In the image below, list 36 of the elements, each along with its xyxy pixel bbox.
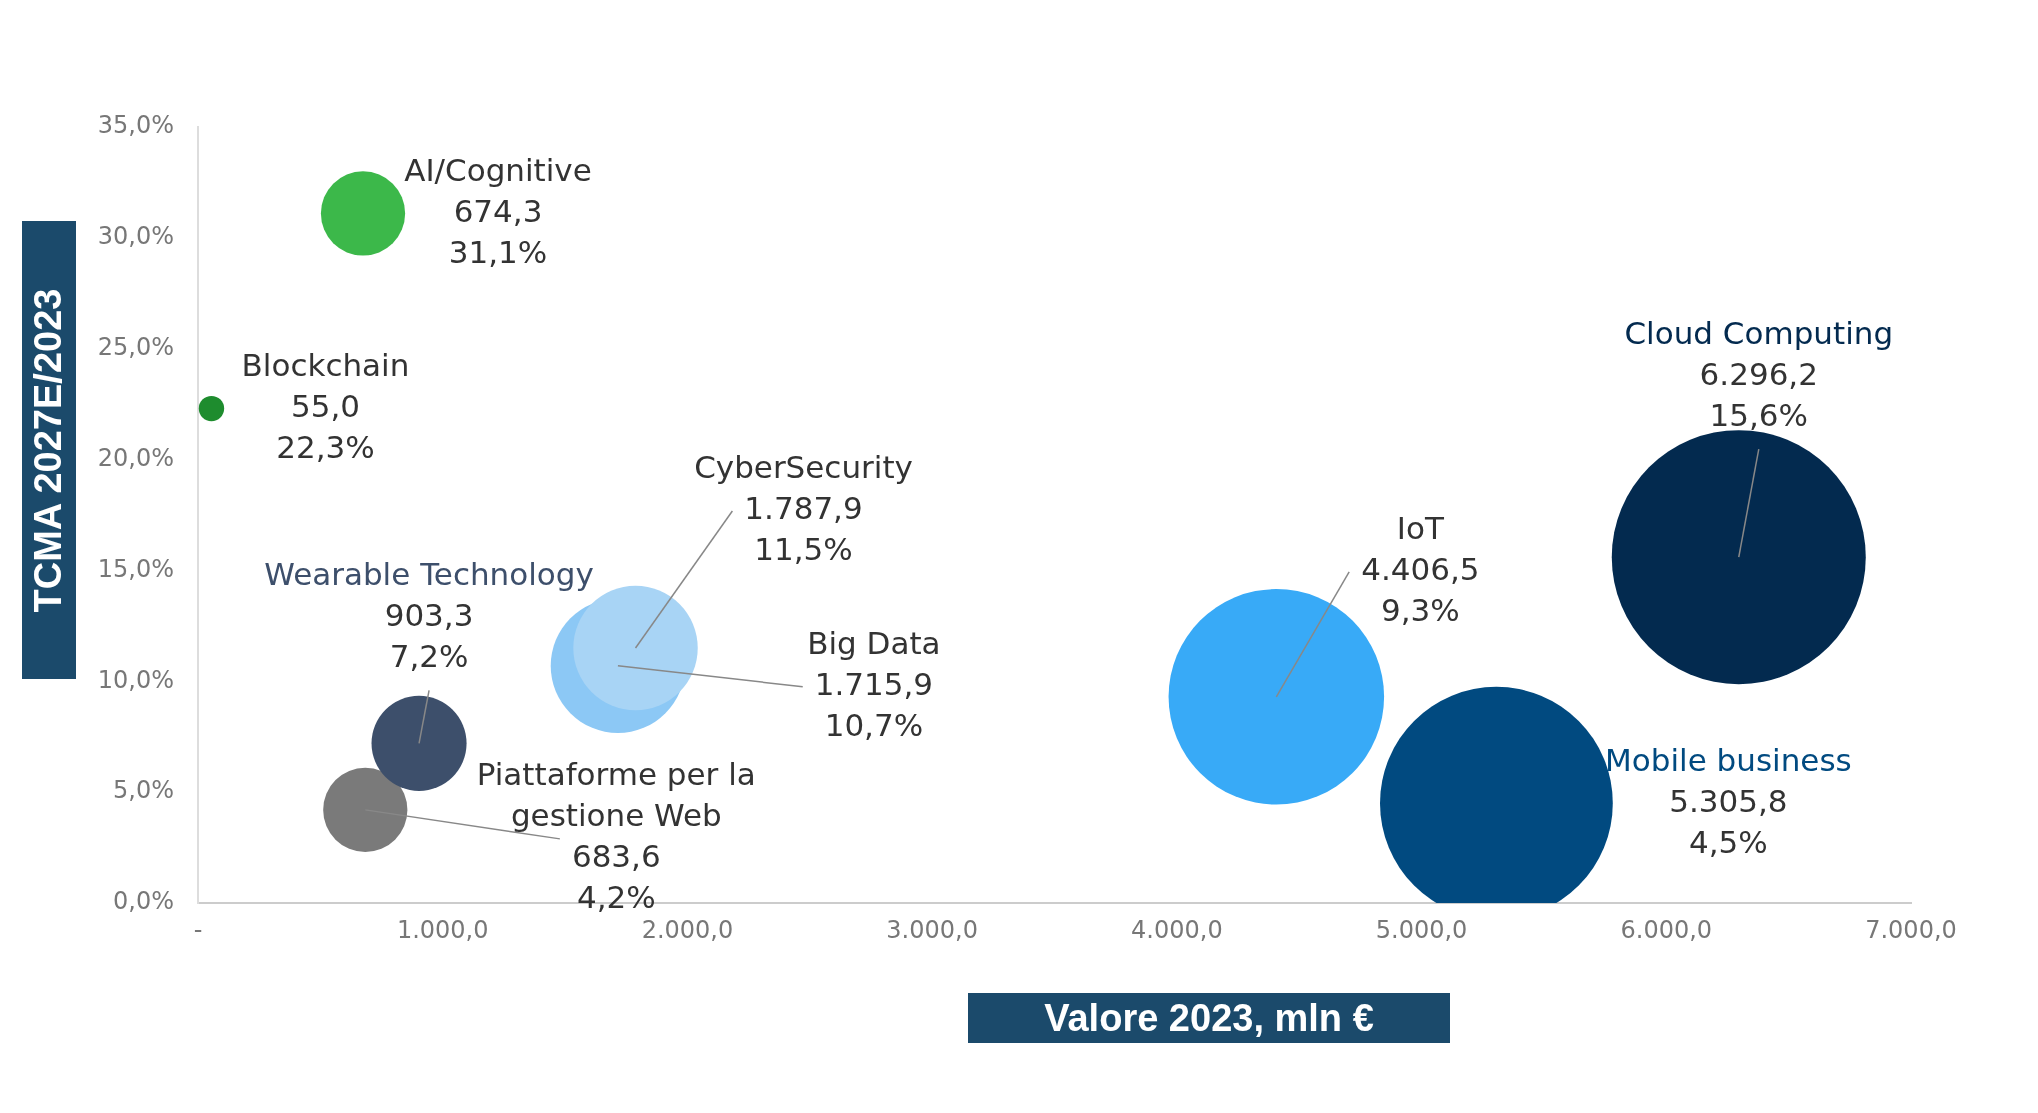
y-tick-label: 5,0% (113, 776, 174, 805)
data-label: 6.296,2 15,6% (1699, 356, 1818, 434)
y-tick-label: 35,0% (97, 111, 174, 140)
x-axis-title: Valore 2023, mln € (968, 993, 1450, 1043)
x-tick-label: 4.000,0 (1131, 915, 1223, 944)
x-tick-label: 2.000,0 (641, 915, 734, 944)
x-tick-label: 3.000,0 (886, 915, 978, 944)
x-tick-label: 6.000,0 (1620, 915, 1713, 944)
y-tick-label: 20,0% (97, 443, 174, 472)
text: Piattaforme per la gestione Web (476, 756, 756, 834)
data-label: 5.305,8 4,5% (1669, 783, 1788, 861)
y-tick-label: 10,0% (97, 665, 174, 694)
x-tick-label: 5.000,0 (1375, 915, 1468, 944)
x-tick-label: 1.000,0 (396, 915, 489, 944)
y-axis-title: TCMA 2027E/2023 (27, 288, 71, 612)
text: Wearable Technology (264, 556, 594, 593)
y-tick-label: 0,0% (113, 887, 174, 916)
text: Cloud Computing (1624, 315, 1894, 352)
text: CyberSecurity (694, 449, 913, 486)
series-label: Mobile business (1605, 742, 1852, 779)
data-label: 55,0 22,3% (276, 387, 375, 465)
y-tick-label: 25,0% (97, 332, 174, 361)
series-label: Blockchain (241, 346, 410, 383)
y-tick-label: 30,0% (97, 222, 174, 251)
data-label: 674,3 31,1% (448, 192, 548, 270)
y-tick-label: 15,0% (97, 554, 174, 583)
data-label: 903,3 7,2% (384, 597, 474, 675)
series-label: AI/Cognitive (404, 151, 592, 188)
x-tick-label: - (193, 915, 203, 944)
x-tick-label: 7.000,0 (1865, 915, 1957, 944)
data-label: 1.715,9 10,7% (814, 665, 934, 743)
data-label: 1.787,9 11,5% (744, 490, 863, 568)
text: Big Data (807, 624, 941, 661)
data-label: 4.406,5 9,3% (1361, 550, 1480, 628)
data-label: 683,6 4,2% (571, 838, 661, 916)
text: IoT (1396, 509, 1445, 546)
